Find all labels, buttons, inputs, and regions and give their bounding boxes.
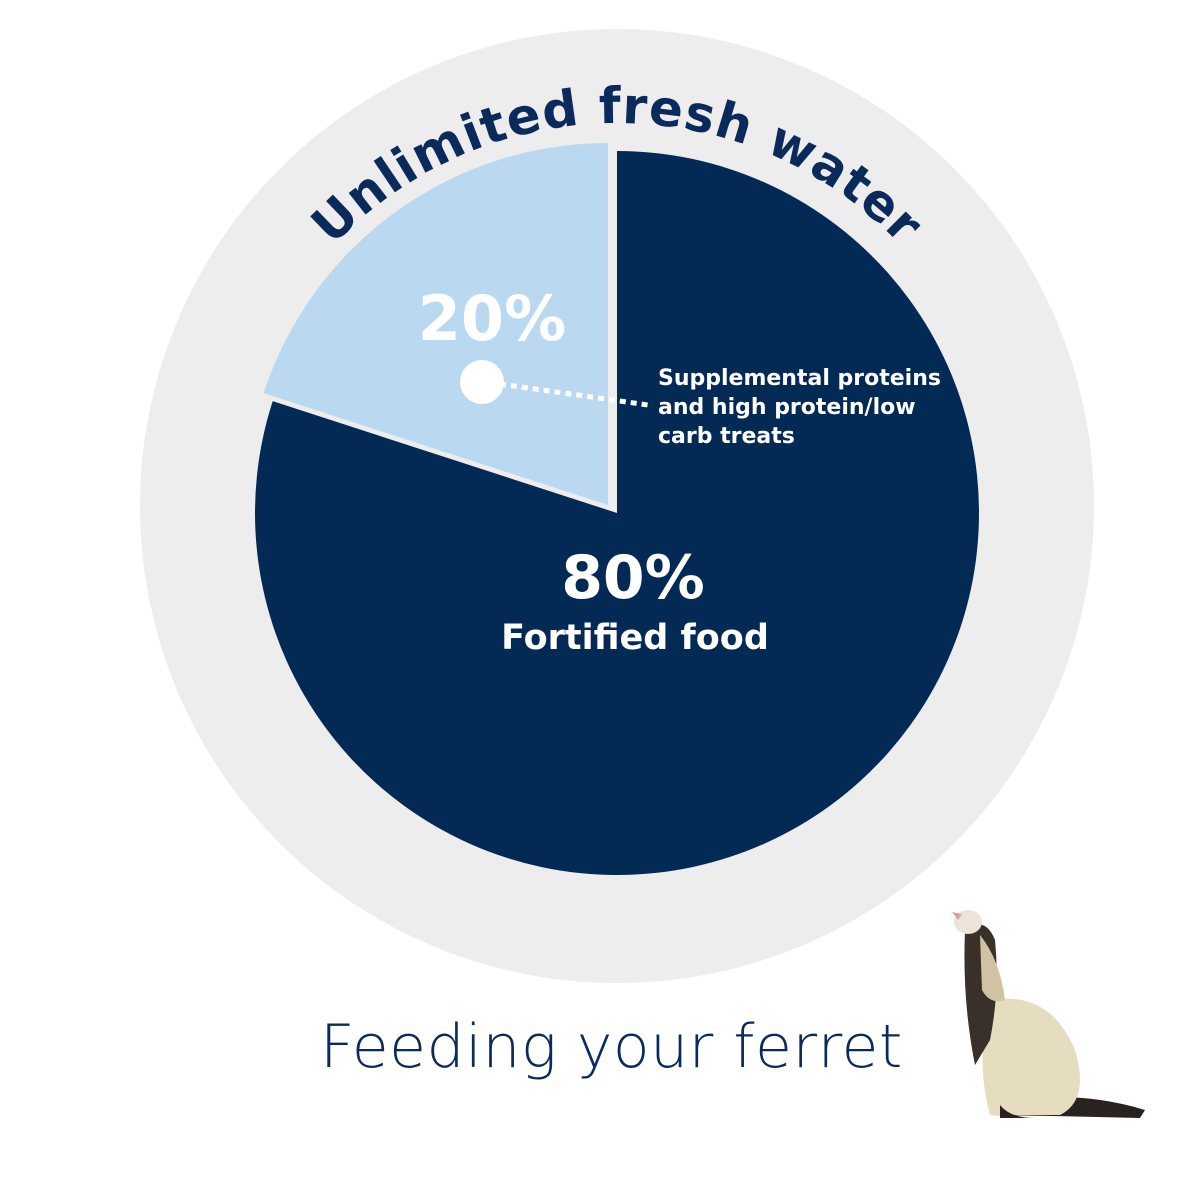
slice-label-80: 80% — [561, 543, 705, 613]
ferret-image — [952, 910, 1145, 1118]
slice-name-20: Supplemental proteins and high protein/l… — [658, 366, 941, 449]
pie-slice-20 — [263, 143, 608, 505]
slice-name-80: Fortified food — [501, 618, 769, 658]
slice-label-20: 20% — [418, 282, 566, 355]
callout-dot — [460, 360, 504, 404]
pie-slice-80 — [255, 151, 980, 875]
callout-line — [499, 381, 649, 408]
chart-title: Feeding your ferret — [320, 1012, 903, 1082]
